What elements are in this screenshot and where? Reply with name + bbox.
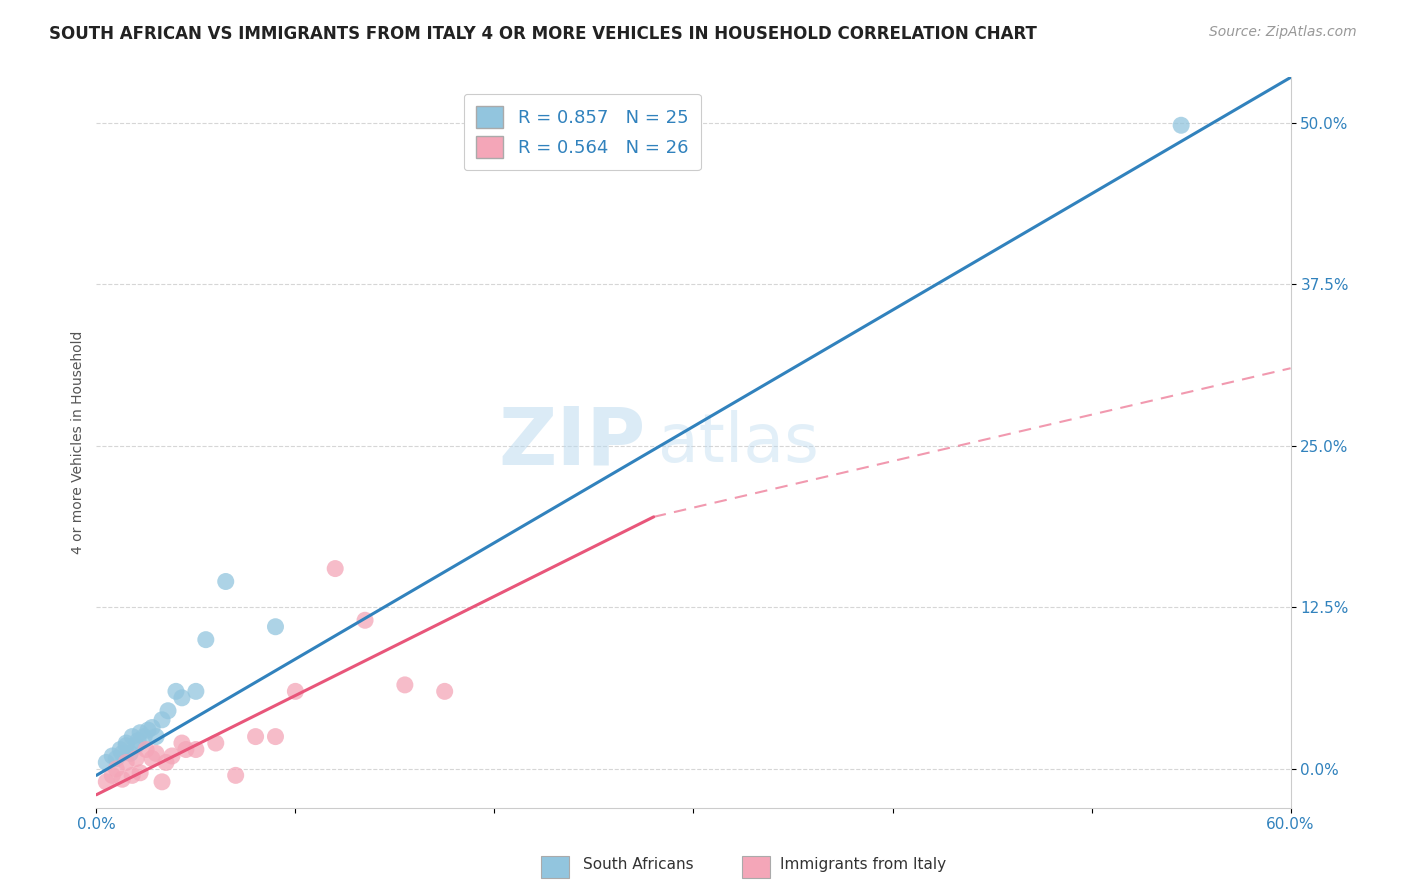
Point	[354, 613, 377, 627]
Point	[125, 739, 148, 753]
Point	[433, 684, 456, 698]
Point	[105, 751, 128, 765]
Point	[101, 768, 124, 782]
Point	[160, 749, 183, 764]
Point	[165, 684, 187, 698]
Point	[141, 751, 163, 765]
Point	[115, 736, 138, 750]
Point	[184, 684, 207, 698]
Text: South Africans: South Africans	[583, 857, 695, 872]
Point	[129, 725, 152, 739]
Point	[115, 756, 138, 770]
Point	[125, 751, 148, 765]
Point	[225, 768, 247, 782]
Point	[127, 733, 149, 747]
Point	[394, 678, 416, 692]
Point	[145, 747, 167, 761]
Text: SOUTH AFRICAN VS IMMIGRANTS FROM ITALY 4 OR MORE VEHICLES IN HOUSEHOLD CORRELATI: SOUTH AFRICAN VS IMMIGRANTS FROM ITALY 4…	[49, 25, 1038, 43]
Point	[264, 620, 287, 634]
Text: Source: ZipAtlas.com: Source: ZipAtlas.com	[1209, 25, 1357, 39]
Point	[110, 742, 132, 756]
Point	[135, 742, 157, 756]
Point	[121, 768, 143, 782]
Point	[264, 730, 287, 744]
Point	[111, 747, 134, 761]
Point	[129, 765, 152, 780]
Text: atlas: atlas	[658, 409, 818, 475]
Text: Immigrants from Italy: Immigrants from Italy	[780, 857, 946, 872]
Point	[96, 756, 118, 770]
Point	[105, 762, 128, 776]
Point	[174, 742, 197, 756]
Legend: R = 0.857   N = 25, R = 0.564   N = 26: R = 0.857 N = 25, R = 0.564 N = 26	[464, 94, 702, 170]
Point	[134, 730, 156, 744]
Point	[150, 713, 173, 727]
Point	[121, 730, 143, 744]
Text: ZIP: ZIP	[499, 403, 645, 482]
Point	[96, 774, 118, 789]
Point	[194, 632, 217, 647]
Point	[155, 756, 177, 770]
Point	[245, 730, 267, 744]
Point	[156, 704, 179, 718]
Point	[1170, 118, 1192, 132]
Y-axis label: 4 or more Vehicles in Household: 4 or more Vehicles in Household	[72, 331, 86, 554]
Point	[204, 736, 226, 750]
Point	[120, 747, 142, 761]
Point	[145, 730, 167, 744]
Point	[170, 690, 193, 705]
Point	[111, 772, 134, 787]
Point	[136, 723, 159, 738]
Point	[215, 574, 238, 589]
Point	[115, 739, 138, 753]
Point	[284, 684, 307, 698]
Point	[101, 749, 124, 764]
Point	[141, 721, 163, 735]
Point	[323, 561, 346, 575]
Point	[170, 736, 193, 750]
Point	[150, 774, 173, 789]
Point	[184, 742, 207, 756]
